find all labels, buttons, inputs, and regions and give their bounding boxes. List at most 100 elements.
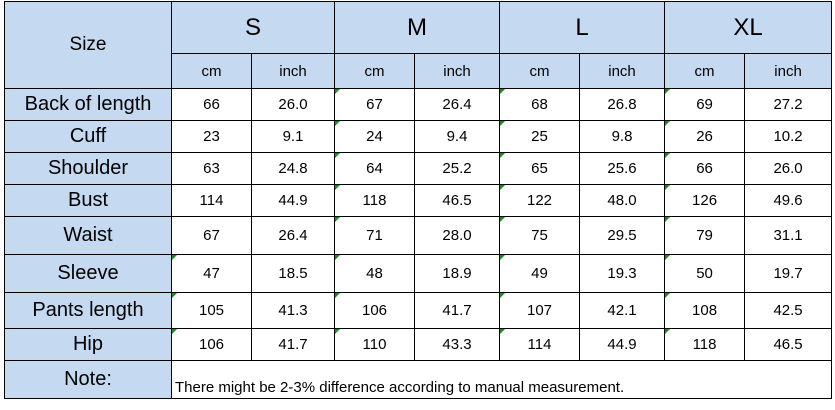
size-corner-label: Size	[4, 1, 172, 89]
table-cell: 122	[499, 184, 581, 217]
table-cell: 42.1	[579, 292, 666, 329]
table-cell: 26.0	[250, 88, 336, 121]
table-cell: 18.5	[250, 254, 336, 293]
table-cell: 46.5	[744, 328, 833, 361]
row-label: Bust	[4, 184, 172, 217]
table-cell: 110	[334, 328, 416, 361]
table-cell: 68	[499, 88, 581, 121]
table-cell: 41.7	[414, 292, 501, 329]
table-cell: 67	[334, 88, 416, 121]
note-row: Note: There might be 2-3% difference acc…	[4, 360, 833, 399]
table-cell: 47	[171, 254, 252, 293]
table-cell: 107	[499, 292, 581, 329]
table-cell: 23	[171, 120, 252, 153]
table-cell: 42.5	[744, 292, 833, 329]
table-cell: 26.8	[579, 88, 666, 121]
unit-header: cm	[334, 53, 416, 89]
table-cell: 67	[171, 216, 252, 255]
table-cell: 66	[664, 152, 746, 185]
size-header-l: L	[499, 1, 666, 54]
table-cell: 44.9	[579, 328, 666, 361]
row-label: Shoulder	[4, 152, 172, 185]
size-header-row: Size S M L XL	[4, 1, 833, 89]
row-label: Hip	[4, 328, 172, 361]
table-row: Bust 114 44.9 118 46.5 122 48.0 126 49.6	[4, 184, 833, 217]
table-cell: 48.0	[579, 184, 666, 217]
table-row: Cuff 23 9.1 24 9.4 25 9.8 26 10.2	[4, 120, 833, 153]
table-cell: 49.6	[744, 184, 833, 217]
table-cell: 18.9	[414, 254, 501, 293]
size-header-xl: XL	[664, 1, 833, 54]
unit-header: cm	[664, 53, 746, 89]
table-row: Sleeve 47 18.5 48 18.9 49 19.3 50 19.7	[4, 254, 833, 293]
table-cell: 75	[499, 216, 581, 255]
table-cell: 69	[664, 88, 746, 121]
unit-header: inch	[579, 53, 666, 89]
table-cell: 114	[499, 328, 581, 361]
table-row: Shoulder 63 24.8 64 25.2 65 25.6 66 26.0	[4, 152, 833, 185]
note-text: There might be 2-3% difference according…	[170, 360, 833, 399]
table-cell: 126	[664, 184, 746, 217]
table-cell: 44.9	[250, 184, 336, 217]
row-label: Back of length	[4, 88, 172, 121]
table-cell: 106	[171, 328, 252, 361]
table-cell: 9.4	[414, 120, 501, 153]
size-chart-table: Size S M L XL cm inch cm inch cm inch cm…	[4, 1, 833, 399]
table-cell: 41.7	[250, 328, 336, 361]
table-cell: 118	[334, 184, 416, 217]
table-cell: 105	[171, 292, 252, 329]
row-label: Pants length	[4, 292, 172, 329]
table-cell: 24.8	[250, 152, 336, 185]
table-row: Hip 106 41.7 110 43.3 114 44.9 118 46.5	[4, 328, 833, 361]
table-cell: 50	[664, 254, 746, 293]
table-cell: 114	[171, 184, 252, 217]
unit-header: cm	[171, 53, 252, 89]
unit-header: inch	[744, 53, 833, 89]
table-cell: 9.1	[250, 120, 336, 153]
table-cell: 25	[499, 120, 581, 153]
table-row: Back of length 66 26.0 67 26.4 68 26.8 6…	[4, 88, 833, 121]
unit-header: inch	[250, 53, 336, 89]
table-cell: 65	[499, 152, 581, 185]
row-label: Waist	[4, 216, 172, 255]
unit-header: inch	[414, 53, 501, 89]
table-row: Waist 67 26.4 71 28.0 75 29.5 79 31.1	[4, 216, 833, 255]
table-cell: 31.1	[744, 216, 833, 255]
table-cell: 26.0	[744, 152, 833, 185]
table-cell: 19.7	[744, 254, 833, 293]
row-label: Sleeve	[4, 254, 172, 293]
size-header-m: M	[334, 1, 501, 54]
table-row: Pants length 105 41.3 106 41.7 107 42.1 …	[4, 292, 833, 329]
table-cell: 106	[334, 292, 416, 329]
table-cell: 108	[664, 292, 746, 329]
table-cell: 26.4	[414, 88, 501, 121]
unit-header-row: cm inch cm inch cm inch cm inch	[5, 53, 833, 89]
table-cell: 27.2	[744, 88, 833, 121]
table-cell: 26	[664, 120, 746, 153]
unit-header: cm	[499, 53, 581, 89]
note-label: Note:	[4, 360, 172, 399]
table-cell: 29.5	[579, 216, 666, 255]
table-cell: 25.2	[414, 152, 501, 185]
table-cell: 71	[334, 216, 416, 255]
table-cell: 10.2	[744, 120, 833, 153]
table-cell: 46.5	[414, 184, 501, 217]
table-cell: 43.3	[414, 328, 501, 361]
table-cell: 41.3	[250, 292, 336, 329]
table-cell: 19.3	[579, 254, 666, 293]
table-cell: 66	[171, 88, 252, 121]
table-cell: 79	[664, 216, 746, 255]
table-cell: 63	[171, 152, 252, 185]
table-cell: 26.4	[250, 216, 336, 255]
table-cell: 64	[334, 152, 416, 185]
table-cell: 48	[334, 254, 416, 293]
table-cell: 49	[499, 254, 581, 293]
table-cell: 25.6	[579, 152, 666, 185]
table-cell: 28.0	[414, 216, 501, 255]
size-header-s: S	[170, 1, 336, 54]
row-label: Cuff	[4, 120, 172, 153]
table-cell: 24	[334, 120, 416, 153]
table-cell: 9.8	[579, 120, 666, 153]
table-cell: 118	[664, 328, 746, 361]
